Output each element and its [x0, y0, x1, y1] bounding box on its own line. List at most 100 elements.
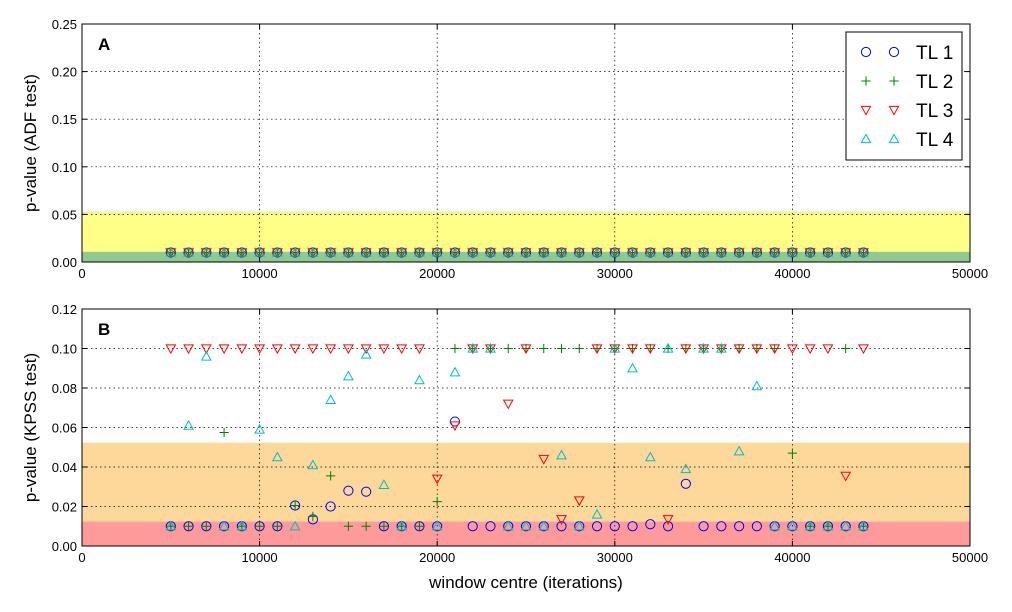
x-tick-label: 0: [78, 266, 85, 281]
panel-label: B: [98, 320, 110, 339]
data-point: [715, 246, 727, 257]
data-point: [431, 520, 443, 531]
data-point: [396, 344, 408, 355]
y-tick-label: 0.15: [52, 112, 77, 127]
x-tick-label: 50000: [952, 550, 988, 565]
data-point: [857, 344, 869, 355]
data-point: [857, 246, 869, 257]
data-point: [520, 344, 532, 355]
legend-label: TL 2: [916, 72, 953, 93]
data-point: [325, 344, 337, 355]
data-point: [502, 399, 514, 410]
data-point: [609, 342, 621, 353]
legend-marker: [889, 76, 899, 86]
data-point: [645, 519, 656, 530]
data-point: [307, 344, 319, 355]
series-tl-4: [165, 342, 869, 531]
data-point: [556, 515, 567, 525]
legend-label: TL 1: [916, 43, 953, 64]
data-point: [733, 344, 745, 355]
data-point: [396, 520, 408, 531]
data-point: [733, 445, 745, 456]
y-tick-label: 0.05: [52, 207, 77, 222]
data-point: [662, 521, 674, 532]
data-point: [414, 521, 425, 531]
data-point: [573, 496, 585, 507]
data-point: [360, 344, 372, 355]
data-point: [326, 471, 336, 481]
data-point: [751, 344, 763, 355]
data-point: [716, 521, 727, 532]
y-tick-label: 0.02: [52, 500, 77, 515]
data-point: [413, 344, 425, 355]
data-point: [271, 451, 283, 462]
y-tick-label: 0.10: [52, 342, 77, 357]
x-tick-label: 10000: [242, 550, 278, 565]
data-point: [751, 246, 763, 257]
data-point: [662, 246, 674, 257]
data-point: [432, 496, 442, 507]
y-tick-label: 0.25: [52, 17, 77, 32]
data-point: [787, 448, 797, 458]
data-point: [236, 520, 248, 531]
data-point: [307, 459, 319, 470]
data-point: [627, 521, 638, 532]
data-point: [644, 344, 656, 355]
data-point: [289, 344, 301, 355]
data-point: [573, 246, 585, 257]
data-point: [378, 246, 390, 257]
legend-marker: [860, 46, 872, 58]
data-point: [840, 471, 852, 482]
y-tick-label: 0.04: [52, 460, 77, 475]
y-tick-label: 0.08: [52, 381, 77, 396]
data-point: [485, 246, 496, 257]
data-point: [218, 246, 230, 257]
significance-band: [82, 214, 970, 253]
x-tick-label: 30000: [597, 266, 633, 281]
data-point: [841, 343, 851, 354]
y-tick-label: 0.10: [52, 160, 77, 175]
x-tick-label: 40000: [774, 266, 810, 281]
data-point: [450, 343, 460, 354]
data-point: [289, 246, 301, 257]
panel-B: 0 10000 20000 30000 40000 50000 0.00 0.02 0.04 0.…: [21, 302, 988, 592]
data-point: [183, 521, 194, 531]
legend-marker: [860, 105, 872, 116]
data-point: [396, 246, 408, 257]
data-point: [786, 344, 798, 355]
data-point: [698, 342, 710, 353]
data-point: [201, 521, 211, 531]
data-point: [627, 362, 639, 373]
x-axis-label: window centre (iterations): [428, 573, 623, 592]
data-point: [236, 246, 248, 257]
data-point: [804, 246, 816, 257]
data-point: [502, 520, 514, 531]
data-point: [804, 520, 816, 531]
legend-marker: [888, 105, 900, 116]
legend-marker: [861, 76, 871, 86]
data-point: [200, 246, 212, 257]
data-point: [503, 343, 513, 354]
data-point: [165, 246, 177, 257]
data-point: [698, 521, 709, 532]
data-point: [662, 515, 674, 525]
data-point: [733, 246, 745, 257]
y-tick-label: 0.06: [52, 421, 77, 436]
data-point: [822, 246, 834, 257]
x-tick-label: 10000: [242, 266, 278, 281]
data-point: [734, 521, 745, 532]
y-axis-label: p-value (ADF test): [21, 74, 40, 212]
data-point: [539, 343, 549, 354]
data-point: [556, 521, 567, 532]
y-tick-label: 0.00: [52, 539, 77, 554]
data-point: [342, 246, 354, 257]
data-point: [609, 521, 620, 532]
legend-marker: [888, 46, 900, 58]
data-point: [467, 246, 479, 257]
data-point: [556, 246, 567, 257]
data-point: [289, 520, 301, 531]
data-point: [538, 454, 550, 465]
data-point: [342, 344, 354, 355]
x-tick-label: 30000: [597, 550, 633, 565]
